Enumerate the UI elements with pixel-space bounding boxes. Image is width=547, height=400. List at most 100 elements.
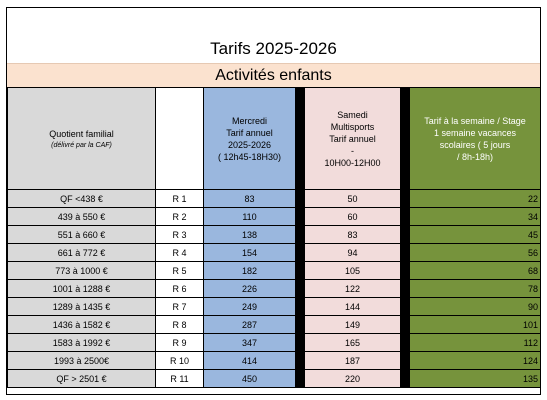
cell-wednesday: 182	[203, 261, 296, 280]
table-row: 551 à 660 € R 3 138 83 45	[7, 225, 541, 244]
cell-saturday: 83	[304, 225, 401, 244]
column-separator	[295, 207, 305, 226]
cell-range: R 10	[155, 351, 204, 370]
header-quotient-note: (délivré par la CAF)	[51, 141, 112, 149]
cell-wednesday: 287	[203, 315, 296, 334]
column-separator	[400, 87, 410, 190]
cell-saturday: 149	[304, 315, 401, 334]
cell-week: 90	[409, 297, 541, 316]
cell-week: 124	[409, 351, 541, 370]
tariff-frame: Tarifs 2025-2026 Activités enfants Quoti…	[6, 7, 541, 395]
cell-quotient: 1993 à 2500€	[7, 351, 156, 370]
column-separator	[400, 333, 410, 352]
cell-range: R 4	[155, 243, 204, 262]
cell-wednesday: 249	[203, 297, 296, 316]
cell-wednesday: 83	[203, 189, 296, 208]
header-range	[155, 87, 204, 190]
table-row: 1289 à 1435 € R 7 249 144 90	[7, 297, 541, 316]
cell-week: 22	[409, 189, 541, 208]
cell-quotient: 1583 à 1992 €	[7, 333, 156, 352]
cell-week: 101	[409, 315, 541, 334]
cell-range: R 2	[155, 207, 204, 226]
table-row: 1436 à 1582 € R 8 287 149 101	[7, 315, 541, 334]
column-separator	[400, 189, 410, 208]
table-row: 1583 à 1992 € R 9 347 165 112	[7, 333, 541, 352]
cell-quotient: 439 à 550 €	[7, 207, 156, 226]
cell-range: R 3	[155, 225, 204, 244]
tariff-table: Quotient familial (délivré par la CAF) M…	[7, 87, 541, 388]
column-separator	[295, 297, 305, 316]
column-separator	[400, 351, 410, 370]
cell-range: R 8	[155, 315, 204, 334]
header-wednesday: Mercredi Tarif annuel 2025-2026 ( 12h45-…	[203, 87, 296, 190]
cell-wednesday: 347	[203, 333, 296, 352]
cell-week: 56	[409, 243, 541, 262]
column-separator	[295, 225, 305, 244]
cell-saturday: 220	[304, 369, 401, 388]
cell-quotient: QF <438 €	[7, 189, 156, 208]
header-saturday-label: Samedi Multisports Tarif annuel - 10H00-…	[324, 109, 381, 168]
header-wednesday-label: Mercredi Tarif annuel 2025-2026 ( 12h45-…	[217, 115, 282, 162]
cell-saturday: 122	[304, 279, 401, 298]
cell-wednesday: 450	[203, 369, 296, 388]
cell-wednesday: 414	[203, 351, 296, 370]
cell-quotient: 773 à 1000 €	[7, 261, 156, 280]
cell-saturday: 187	[304, 351, 401, 370]
column-separator	[400, 243, 410, 262]
cell-range: R 5	[155, 261, 204, 280]
cell-wednesday: 110	[203, 207, 296, 226]
cell-wednesday: 226	[203, 279, 296, 298]
page-title: Tarifs 2025-2026	[210, 39, 337, 58]
cell-saturday: 60	[304, 207, 401, 226]
table-row: 439 à 550 € R 2 110 60 34	[7, 207, 541, 226]
cell-saturday: 165	[304, 333, 401, 352]
column-separator	[295, 351, 305, 370]
column-separator	[400, 315, 410, 334]
table-row: 661 à 772 € R 4 154 94 56	[7, 243, 541, 262]
column-separator	[295, 87, 305, 190]
cell-range: R 9	[155, 333, 204, 352]
section-subtitle: Activités enfants	[7, 63, 540, 89]
column-separator	[400, 225, 410, 244]
column-separator	[295, 243, 305, 262]
cell-week: 78	[409, 279, 541, 298]
header-quotient-label: Quotient familial	[49, 128, 114, 139]
column-separator	[400, 207, 410, 226]
cell-saturday: 144	[304, 297, 401, 316]
column-separator	[400, 261, 410, 280]
cell-range: R 6	[155, 279, 204, 298]
column-separator	[400, 279, 410, 298]
header-quotient: Quotient familial (délivré par la CAF)	[7, 87, 156, 190]
cell-saturday: 105	[304, 261, 401, 280]
cell-saturday: 94	[304, 243, 401, 262]
column-separator	[295, 279, 305, 298]
header-saturday: Samedi Multisports Tarif annuel - 10H00-…	[304, 87, 401, 190]
cell-week: 112	[409, 333, 541, 352]
table-row: 1001 à 1288 € R 6 226 122 78	[7, 279, 541, 298]
table-row: 1993 à 2500€ R 10 414 187 124	[7, 351, 541, 370]
column-separator	[295, 189, 305, 208]
cell-quotient: 1001 à 1288 €	[7, 279, 156, 298]
column-separator	[400, 297, 410, 316]
cell-wednesday: 154	[203, 243, 296, 262]
cell-week: 135	[409, 369, 541, 388]
column-separator	[295, 369, 305, 388]
table-row: QF <438 € R 1 83 50 22	[7, 189, 541, 208]
header-week: Tarif à la semaine / Stage 1 semaine vac…	[409, 87, 541, 190]
cell-range: R 7	[155, 297, 204, 316]
cell-quotient: 1436 à 1582 €	[7, 315, 156, 334]
table-row: 773 à 1000 € R 5 182 105 68	[7, 261, 541, 280]
cell-quotient: 1289 à 1435 €	[7, 297, 156, 316]
cell-saturday: 50	[304, 189, 401, 208]
cell-quotient: 661 à 772 €	[7, 243, 156, 262]
header-week-label: Tarif à la semaine / Stage 1 semaine vac…	[424, 115, 526, 162]
cell-week: 68	[409, 261, 541, 280]
cell-quotient: QF > 2501 €	[7, 369, 156, 388]
header-row: Quotient familial (délivré par la CAF) M…	[7, 87, 541, 190]
column-separator	[295, 333, 305, 352]
column-separator	[400, 369, 410, 388]
cell-week: 34	[409, 207, 541, 226]
cell-range: R 1	[155, 189, 204, 208]
cell-wednesday: 138	[203, 225, 296, 244]
